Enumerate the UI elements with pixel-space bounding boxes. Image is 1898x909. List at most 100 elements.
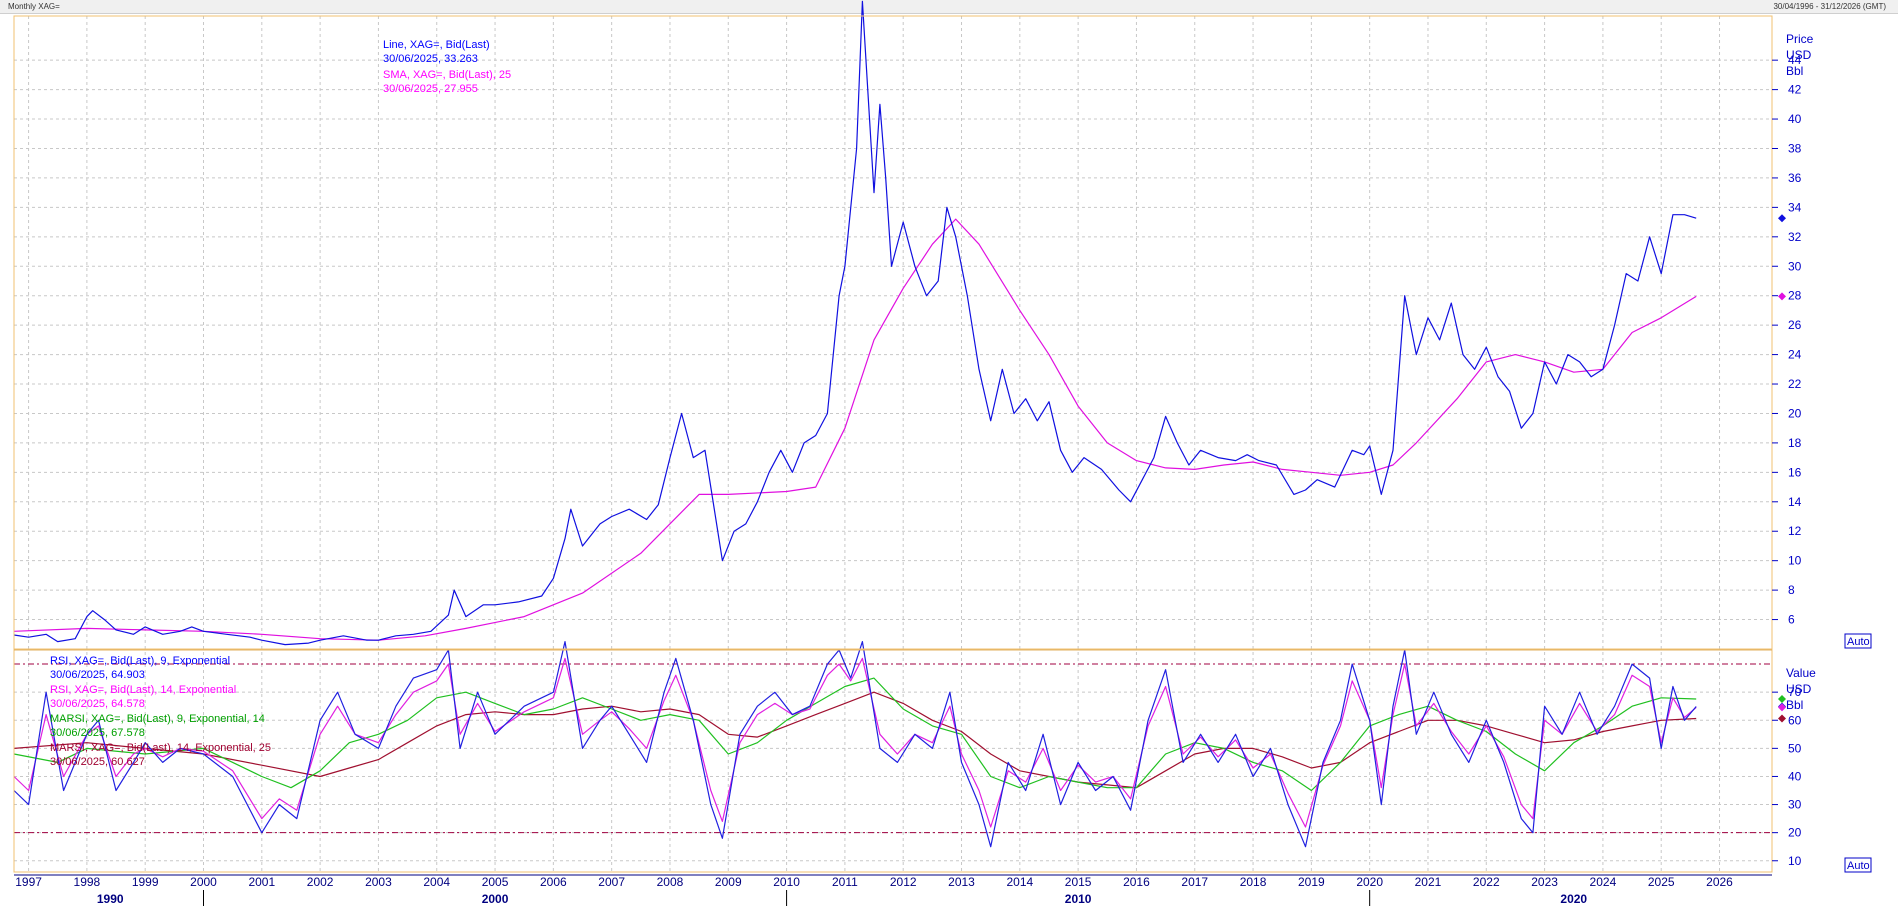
osc-legend-value: 30/06/2025, 64.903 [50,669,145,681]
x-tick-label: 2001 [248,875,275,889]
window-title-left: Monthly XAG= [8,2,60,11]
price-panel-frame [13,15,1773,650]
osc-axis-label: Bbl [1786,698,1803,712]
x-tick-label: 2021 [1415,875,1442,889]
sma-series-line[interactable] [13,218,1697,641]
price-last-marker [1778,214,1786,223]
price-axis-label: Price [1786,32,1814,46]
osc-last-marker [1778,703,1786,712]
x-tick-label: 2009 [715,875,742,889]
price-tick-label: 10 [1788,554,1802,568]
marsi9-series-line[interactable] [13,677,1697,792]
price-legend-name: SMA, XAG=, Bid(Last), 25 [383,69,511,81]
osc-tick-label: 40 [1788,769,1802,783]
x-tick-label: 1997 [15,875,42,889]
x-tick-label: 2004 [423,875,450,889]
x-tick-label: 2013 [948,875,975,889]
price-tick-label: 42 [1788,83,1802,97]
osc-legend-name: RSI, XAG=, Bid(Last), 14, Exponential [50,684,236,696]
x-tick-label: 2011 [832,875,858,889]
x-tick-label: 2024 [1590,875,1617,889]
x-tick-label: 2016 [1123,875,1150,889]
x-tick-label: 2017 [1181,875,1208,889]
osc-legend-name: MARSI, XAG=, Bid(Last), 14, Exponential,… [50,742,271,754]
price-tick-label: 34 [1788,200,1802,214]
price-auto-label: Auto [1847,636,1870,648]
price-legend-value: 30/06/2025, 33.263 [383,53,478,65]
x-tick-label: 2015 [1065,875,1092,889]
x-tick-label: 2023 [1531,875,1558,889]
price-tick-label: 22 [1788,377,1802,391]
price-tick-label: 26 [1788,318,1802,332]
x-tick-label: 2002 [307,875,334,889]
price-tick-label: 6 [1788,613,1795,627]
x-tick-label: 2022 [1473,875,1500,889]
x-tick-label: 2008 [657,875,684,889]
price-legend-name: Line, XAG=, Bid(Last) [383,39,490,51]
price-tick-label: 36 [1788,171,1802,185]
osc-last-marker [1778,714,1786,723]
rsi14-series-line[interactable] [13,657,1697,828]
window-title-right: 30/04/1996 - 31/12/2026 (GMT) [1773,2,1886,11]
osc-tick-label: 70 [1788,685,1802,699]
x-tick-label: 2006 [540,875,567,889]
x-tick-label: 2005 [482,875,509,889]
price-tick-label: 16 [1788,465,1802,479]
price-auto-button[interactable]: Auto [1844,633,1872,649]
price-last-marker [1778,292,1786,301]
x-tick-label: 2010 [773,875,800,889]
osc-legend-value: 30/06/2025, 67.578 [50,727,145,739]
osc-legend-name: RSI, XAG=, Bid(Last), 9, Exponential [50,655,230,667]
osc-tick-label: 30 [1788,798,1802,812]
rsi9-series-line[interactable] [13,641,1697,848]
price-tick-label: 32 [1788,230,1802,244]
osc-axis-label: Value [1786,666,1816,680]
oscillator-panel-frame [13,649,1773,873]
price-tick-label: 28 [1788,289,1802,303]
osc-tick-label: 10 [1788,854,1802,868]
x-tick-label: 2007 [598,875,625,889]
osc-last-marker [1778,694,1786,703]
oscillator-auto-label: Auto [1847,860,1870,872]
price-tick-label: 24 [1788,348,1802,362]
x-tick-label: 2014 [1006,875,1033,889]
decade-label: 1990 [97,892,124,906]
x-tick-label: 2000 [190,875,217,889]
x-tick-label: 2012 [890,875,917,889]
x-tick-label: 1998 [74,875,101,889]
osc-tick-label: 50 [1788,741,1802,755]
x-tick-label: 2025 [1648,875,1675,889]
x-tick-label: 2018 [1240,875,1267,889]
x-tick-label: 2019 [1298,875,1325,889]
price-tick-label: 40 [1788,112,1802,126]
x-tick-label: 2026 [1706,875,1733,889]
x-tick-label: 1999 [132,875,159,889]
decade-label: 2010 [1065,892,1092,906]
x-tick-label: 2003 [365,875,392,889]
price-series-line[interactable] [13,0,1697,646]
price-tick-label: 30 [1788,259,1802,273]
price-tick-label: 18 [1788,436,1802,450]
price-tick-label: 38 [1788,141,1802,155]
price-tick-label: 12 [1788,524,1802,538]
x-tick-label: 2020 [1356,875,1383,889]
oscillator-auto-button[interactable]: Auto [1844,857,1872,873]
osc-legend-value: 30/06/2025, 60.627 [50,756,145,768]
osc-axis-label: USD [1786,682,1812,696]
osc-tick-label: 20 [1788,826,1802,840]
price-tick-label: 8 [1788,583,1795,597]
price-axis-label: USD [1786,48,1812,62]
price-axis-label: Bbl [1786,64,1803,78]
osc-tick-label: 60 [1788,713,1802,727]
osc-legend-value: 30/06/2025, 64.578 [50,698,145,710]
osc-legend-name: MARSI, XAG=, Bid(Last), 9, Exponential, … [50,713,265,725]
marsi14-series-line[interactable] [13,691,1697,789]
title-bar: Monthly XAG= 30/04/1996 - 31/12/2026 (GM… [0,0,1898,14]
decade-label: 2000 [482,892,509,906]
decade-label: 2020 [1560,892,1587,906]
price-tick-label: 20 [1788,406,1802,420]
price-tick-label: 44 [1788,53,1802,67]
price-legend-value: 30/06/2025, 27.955 [383,83,478,95]
price-tick-label: 14 [1788,495,1802,509]
